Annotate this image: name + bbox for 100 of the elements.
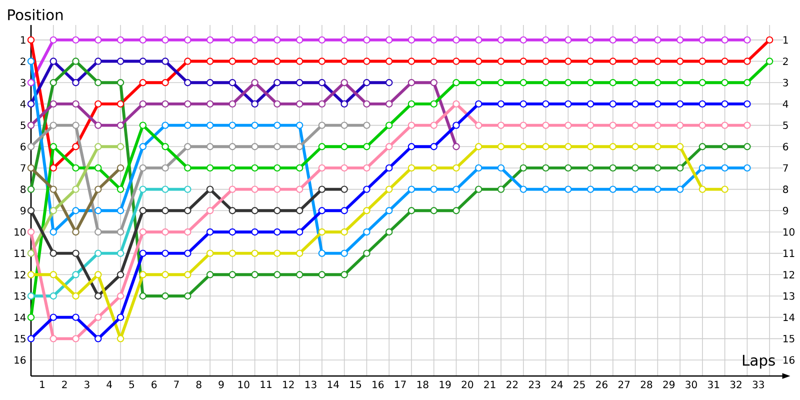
point [586, 122, 594, 129]
point [430, 100, 438, 108]
point [274, 228, 281, 236]
point [609, 122, 617, 129]
point [609, 36, 617, 44]
point [363, 79, 370, 86]
point [228, 122, 236, 129]
point [654, 122, 662, 129]
point [318, 36, 326, 44]
point [744, 122, 751, 129]
point [654, 164, 662, 172]
point [116, 164, 124, 172]
point [162, 122, 169, 129]
y-axis-title: Position [8, 8, 63, 20]
point [50, 143, 57, 150]
point [296, 207, 304, 214]
point [206, 207, 214, 214]
x-tick-label: 3 [84, 380, 90, 388]
point [296, 271, 304, 278]
point [676, 36, 684, 44]
x-tick-label: 4 [106, 380, 112, 388]
point [609, 164, 617, 172]
point [721, 143, 728, 150]
x-tick-label: 10 [238, 380, 250, 388]
point [520, 79, 527, 86]
point [363, 228, 370, 236]
point [50, 100, 57, 108]
point [386, 36, 393, 44]
point [116, 186, 124, 193]
point [162, 271, 169, 278]
x-tick-label: 11 [260, 380, 272, 388]
point [542, 58, 550, 65]
point [318, 79, 326, 86]
point [206, 186, 214, 193]
point [340, 250, 348, 257]
point [520, 122, 527, 129]
y2-tick-label: 14 [784, 314, 795, 321]
x-tick-label: 33 [752, 380, 764, 388]
point [206, 100, 214, 108]
point [430, 164, 438, 172]
point [430, 143, 438, 150]
point [430, 58, 438, 65]
point [744, 36, 751, 44]
point [72, 271, 80, 278]
point [184, 58, 192, 65]
point [386, 58, 393, 65]
point [676, 186, 684, 193]
x-tick-label: 6 [152, 380, 157, 388]
point [452, 36, 460, 44]
point [632, 186, 639, 193]
point [162, 292, 169, 300]
point [162, 100, 169, 108]
point [296, 122, 304, 129]
y2-tick-label: 16 [784, 356, 794, 364]
point [318, 207, 326, 214]
point [296, 36, 304, 44]
point [162, 186, 169, 193]
point [274, 207, 281, 214]
point [452, 58, 460, 65]
point [698, 36, 706, 44]
point [676, 122, 684, 129]
point [94, 228, 102, 236]
point [564, 79, 572, 86]
point [386, 207, 393, 214]
point [296, 100, 304, 108]
x-tick-label: 27 [618, 380, 630, 388]
point [94, 186, 102, 193]
point [50, 335, 57, 342]
point [542, 36, 550, 44]
point [698, 58, 706, 65]
point [452, 122, 460, 129]
point [721, 186, 728, 193]
point [251, 207, 258, 214]
point [94, 314, 102, 321]
point [408, 186, 416, 193]
x-tick-label: 18 [417, 380, 428, 388]
point [318, 58, 326, 65]
point [564, 58, 572, 65]
point [72, 100, 80, 108]
point [564, 143, 572, 150]
point [72, 314, 80, 321]
point [94, 271, 102, 278]
point [586, 143, 594, 150]
x-tick-label: 15 [350, 380, 362, 388]
point [340, 164, 348, 172]
point [50, 314, 57, 321]
point [408, 143, 416, 150]
x-axis-title: Laps [742, 354, 775, 369]
x-tick-label: 29 [663, 380, 675, 388]
y-tick-label: 10 [14, 228, 26, 236]
point [654, 143, 662, 150]
point [116, 143, 124, 150]
point [363, 122, 370, 129]
point [408, 36, 416, 44]
point [318, 250, 326, 257]
point [94, 143, 102, 150]
point [386, 186, 393, 193]
point [228, 271, 236, 278]
point [363, 207, 370, 214]
point [162, 207, 169, 214]
